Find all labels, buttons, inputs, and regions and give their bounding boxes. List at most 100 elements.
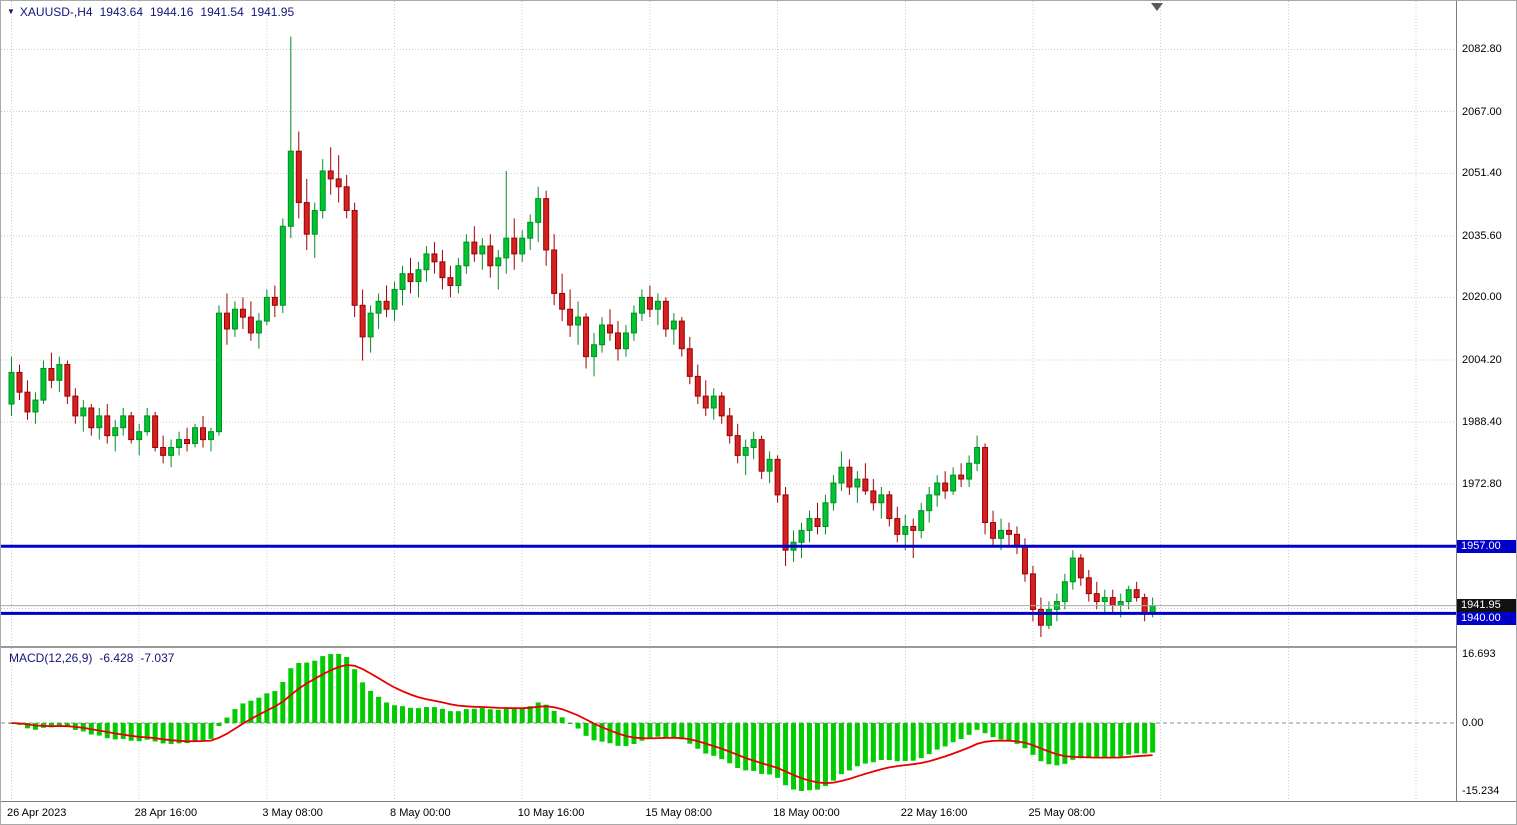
candle-bear — [383, 300, 390, 310]
macd-histogram-bar — [487, 709, 493, 723]
macd-histogram-bar — [360, 682, 366, 723]
candle-bull — [80, 407, 87, 417]
candle-bear — [487, 245, 494, 267]
macd-histogram-bar — [1110, 723, 1116, 758]
chart-shift-marker-icon[interactable] — [1151, 3, 1163, 11]
candle-bear — [734, 435, 741, 456]
candle-bear — [48, 367, 55, 381]
candle-bull — [535, 198, 542, 223]
macd-histogram-bar — [679, 723, 685, 740]
candle-bull — [56, 364, 63, 381]
macd-value: -6.428 — [99, 651, 134, 665]
macd-histogram-bar — [631, 723, 637, 745]
macd-histogram-bar — [559, 717, 565, 723]
candle-bear — [343, 186, 350, 211]
pane-separator[interactable] — [1, 646, 1516, 648]
price-axis-label: 1988.40 — [1462, 416, 1502, 429]
candle-bear — [678, 320, 685, 350]
macd-histogram-bar — [711, 723, 717, 756]
macd-histogram-bar — [527, 706, 533, 723]
price-axis-label: 2004.20 — [1462, 353, 1502, 366]
candle-bear — [1021, 545, 1028, 575]
dropdown-arrow-icon[interactable]: ▼ — [7, 7, 15, 16]
symbol-info: ▼ XAUUSD-,H4 1943.64 1944.16 1941.54 1941.95 — [7, 5, 294, 19]
candle-bull — [311, 209, 318, 235]
candle-bull — [710, 395, 717, 409]
candle-bear — [614, 332, 621, 350]
macd-histogram-bar — [120, 723, 126, 739]
macd-histogram-bar — [878, 723, 884, 760]
candle-bear — [447, 277, 454, 287]
macd-histogram-bar — [400, 706, 406, 723]
candle-bull — [479, 245, 486, 255]
hline-price-tag[interactable]: 1957.00 — [1457, 539, 1516, 553]
candlestick-chart[interactable] — [1, 1, 1456, 646]
candle-bear — [982, 446, 989, 524]
candle-bear — [88, 407, 95, 429]
candle-bear — [471, 241, 478, 255]
candle-bear — [607, 324, 613, 334]
candle-bull — [144, 415, 151, 433]
macd-histogram-bar — [551, 710, 557, 723]
macd-histogram-bar — [1142, 723, 1148, 754]
candle-bear — [152, 415, 159, 448]
candle-bull — [1045, 608, 1052, 626]
macd-histogram-bar — [767, 723, 773, 775]
candle-bull — [8, 371, 15, 405]
candle-bull — [654, 300, 661, 310]
macd-axis-label: 16.693 — [1462, 648, 1496, 660]
candle-bull — [519, 237, 526, 255]
candle-bull — [40, 367, 47, 401]
candle-bear — [702, 395, 709, 409]
macd-pane[interactable] — [1, 648, 1456, 801]
macd-histogram-bar — [256, 697, 262, 723]
time-axis-label: 3 May 08:00 — [262, 807, 323, 819]
macd-histogram-bar — [240, 703, 246, 723]
hline-price-tag[interactable]: 1940.00 — [1457, 612, 1516, 626]
macd-histogram-bar — [743, 723, 749, 771]
macd-histogram-bar — [208, 723, 214, 739]
candle-bear — [223, 312, 230, 330]
candle-bull — [1125, 589, 1132, 603]
candle-bear — [184, 439, 191, 445]
candle-bear — [814, 518, 821, 527]
macd-histogram-bar — [567, 723, 573, 725]
price-axis-label: 1972.80 — [1462, 477, 1502, 490]
macd-axis-label: 0.00 — [1462, 717, 1484, 729]
bid-price-tag[interactable]: 1941.95 — [1457, 599, 1516, 613]
candle-bull — [192, 427, 199, 445]
macd-histogram-bar — [431, 707, 437, 723]
price-axis[interactable]: 2082.80 2067.00 2051.40 2035.60 2020.00 2004.… — [1456, 1, 1516, 801]
candle-bull — [902, 525, 909, 535]
macd-histogram-bar — [974, 723, 980, 730]
macd-histogram-bar — [535, 702, 541, 723]
macd-histogram-bar — [224, 717, 230, 723]
candle-bear — [870, 490, 877, 504]
candle-bull — [455, 265, 462, 287]
macd-histogram-bar — [152, 723, 158, 742]
candle-bull — [176, 439, 183, 448]
macd-histogram-bar — [144, 723, 150, 740]
macd-histogram-bar — [695, 723, 701, 749]
candle-bull — [766, 458, 773, 472]
macd-histogram-bar — [1046, 723, 1052, 765]
candle-bear — [303, 202, 310, 235]
candle-bear — [104, 415, 111, 437]
macd-histogram-bar — [671, 723, 677, 738]
price-axis-label: 2051.40 — [1462, 167, 1502, 180]
candle-bull — [974, 446, 981, 464]
macd-histogram-bar — [344, 657, 350, 723]
time-axis-label: 22 May 16:00 — [900, 807, 968, 819]
macd-histogram-bar — [982, 723, 988, 734]
macd-histogram-bar — [599, 723, 605, 742]
candle-bear — [1133, 589, 1140, 599]
candle-bull — [838, 466, 845, 484]
macd-histogram-bar — [1030, 723, 1036, 755]
macd-histogram-bar — [104, 723, 110, 739]
candle-bear — [351, 209, 358, 306]
candle-bull — [208, 431, 214, 441]
time-axis[interactable]: 26 Apr 2023 28 Apr 16:00 3 May 08:00 8 May … — [1, 801, 1516, 824]
macd-histogram-bar — [112, 723, 118, 740]
macd-histogram-bar — [1102, 723, 1108, 758]
macd-histogram-bar — [352, 669, 358, 723]
